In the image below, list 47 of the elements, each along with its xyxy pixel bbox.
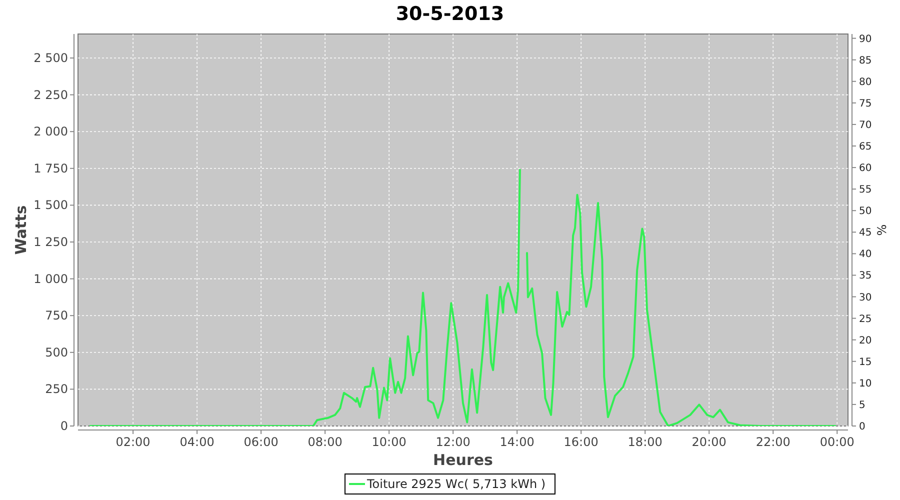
- x-tick-label: 04:00: [180, 435, 214, 449]
- y-axis-title: Watts: [12, 205, 30, 255]
- y2-tick-label: 5: [859, 400, 866, 411]
- y2-tick-label: 30: [859, 292, 872, 304]
- y-tick-label: 1 250: [34, 234, 68, 249]
- y-tick-label: 500: [45, 345, 68, 360]
- x-tick-label: 02:00: [116, 435, 150, 449]
- y2-tick-label: 20: [859, 335, 872, 346]
- x-tick-label: 10:00: [372, 435, 406, 449]
- x-tick-label: 22:00: [756, 435, 790, 449]
- y-tick-label: 2 500: [34, 50, 68, 65]
- x-tick-label: 08:00: [308, 435, 342, 449]
- y2-tick-label: 0: [859, 422, 866, 432]
- x-tick-label: 00:00: [820, 435, 854, 449]
- y-tick-label: 1 500: [34, 198, 68, 212]
- y2-tick-label: 15: [859, 356, 872, 368]
- y-tick-label: 1 000: [34, 272, 68, 286]
- y-tick-label: 2 250: [34, 88, 68, 102]
- y-tick-label: 0: [60, 419, 68, 433]
- y-tick-label: 750: [45, 308, 68, 323]
- y2-axis-title: %: [875, 224, 889, 236]
- y-tick-label: 1 750: [34, 161, 68, 176]
- y2-tick-label: 25: [859, 314, 872, 325]
- y2-tick-label: 65: [859, 142, 872, 152]
- x-tick-label: 18:00: [628, 435, 662, 449]
- y2-tick-label: 45: [859, 228, 872, 239]
- y2-tick-label: 80: [859, 76, 872, 88]
- y2-tick-label: 75: [859, 98, 872, 110]
- y2-tick-label: 90: [859, 34, 872, 45]
- x-tick-label: 20:00: [692, 435, 726, 449]
- y2-tick-label: 35: [859, 270, 872, 282]
- legend-label: Toiture 2925 Wc( 5,713 kWh ): [366, 477, 546, 491]
- x-axis-title: Heures: [433, 451, 494, 469]
- y2-tick-label: 40: [859, 249, 872, 260]
- y2-tick-label: 55: [859, 184, 872, 196]
- y2-tick-label: 85: [859, 55, 872, 66]
- x-tick-label: 12:00: [436, 435, 470, 449]
- x-tick-label: 06:00: [244, 435, 278, 449]
- y-tick-label: 2 000: [34, 124, 68, 139]
- y2-tick-label: 60: [859, 163, 872, 174]
- y2-tick-label: 70: [859, 120, 872, 131]
- y2-tick-label: 10: [859, 378, 872, 390]
- x-tick-label: 16:00: [564, 435, 598, 449]
- y-tick-label: 250: [45, 382, 68, 396]
- y2-tick-label: 50: [859, 206, 872, 218]
- x-tick-label: 14:00: [500, 435, 534, 449]
- chart-title: 30-5-2013: [396, 3, 504, 25]
